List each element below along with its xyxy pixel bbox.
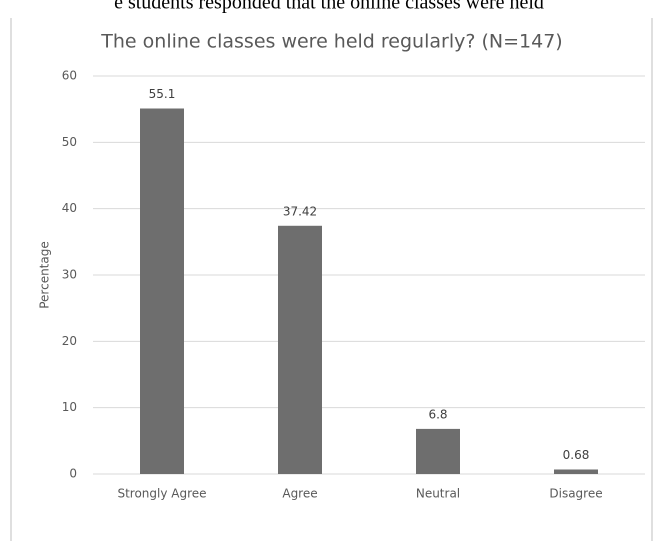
- x-tick-label: Agree: [282, 487, 317, 501]
- x-tick-label: Strongly Agree: [117, 487, 206, 501]
- chart-title: The online classes were held regularly? …: [100, 31, 562, 53]
- data-label: 37.42: [283, 204, 317, 218]
- y-tick-label: 40: [62, 201, 77, 215]
- y-tick-label: 10: [62, 400, 77, 414]
- y-tick-label: 50: [62, 135, 77, 149]
- data-label: 6.8: [428, 407, 447, 421]
- bar: [416, 428, 460, 474]
- bar: [554, 469, 598, 474]
- x-tick-label: Neutral: [416, 487, 460, 501]
- x-tick-label: Disagree: [549, 487, 602, 501]
- data-label: 55.1: [149, 87, 176, 101]
- caption: e students responded that the online cla…: [114, 0, 544, 14]
- y-tick-label: 20: [62, 334, 77, 348]
- y-axis-label: Percentage: [38, 241, 52, 309]
- y-tick-label: 30: [62, 268, 77, 282]
- data-label: 0.68: [563, 448, 590, 462]
- y-tick-label: 60: [62, 69, 77, 83]
- bar: [140, 108, 184, 475]
- bar: [278, 225, 322, 474]
- y-tick-label: 0: [69, 467, 77, 481]
